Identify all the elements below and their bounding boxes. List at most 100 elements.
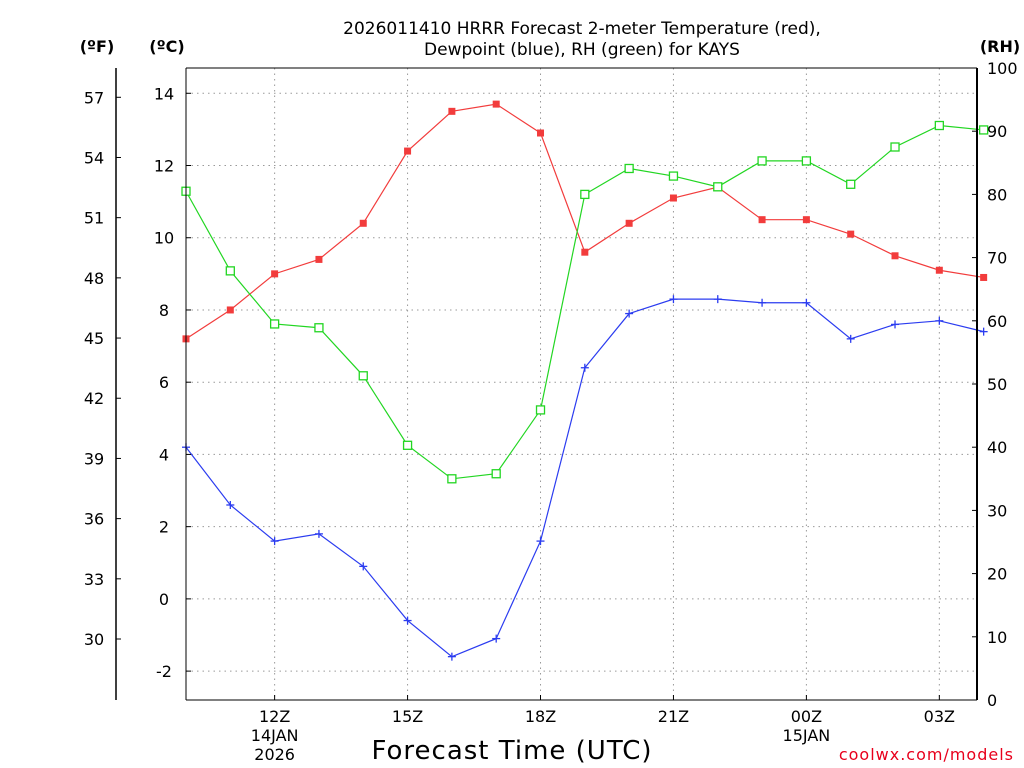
dewpoint-point — [536, 537, 545, 546]
fahrenheit-tick-label: 51 — [84, 209, 104, 228]
temperature-point — [891, 252, 899, 260]
dewpoint-point — [802, 298, 811, 307]
temperature-point — [315, 255, 323, 263]
rh-point — [978, 125, 989, 135]
dewpoint-point — [359, 562, 368, 571]
fahrenheit-tick-label: 36 — [84, 510, 104, 529]
rh-point — [846, 179, 856, 189]
dewpoint-point — [403, 616, 412, 625]
rh-point — [491, 469, 501, 479]
celsius-tick-label: 10 — [154, 229, 174, 248]
axes: -2 0 2 4 6 8 10 12 14 30 33 36 39 42 45 48 51 54 57 0 10 20 30… — [84, 59, 1018, 764]
x-tick-label: 03Z — [924, 707, 955, 726]
celsius-tick-label: 2 — [159, 518, 169, 537]
dewpoint-point — [713, 295, 722, 304]
celsius-tick-label: 0 — [159, 590, 169, 609]
temperature-point — [271, 270, 279, 278]
rh-point — [314, 323, 324, 333]
unit-label-celsius: (ºC) — [149, 37, 184, 56]
x-tick-label: 18Z — [525, 707, 556, 726]
temperature-point — [226, 306, 234, 314]
chart-title-line-1: 2026011410 HRRR Forecast 2-meter Tempera… — [343, 19, 821, 39]
fahrenheit-tick-label: 30 — [84, 630, 104, 649]
temperature-point — [669, 194, 677, 202]
rh-tick-label: 10 — [987, 628, 1007, 647]
fahrenheit-tick-label: 42 — [84, 389, 104, 408]
temperature-point — [404, 147, 412, 155]
rh-tick-label: 50 — [987, 375, 1007, 394]
temperature-point — [448, 107, 456, 115]
dewpoint-point — [580, 363, 589, 372]
dewpoint-point — [625, 309, 634, 318]
dewpoint-point — [314, 529, 323, 538]
dewpoint-point — [226, 500, 235, 509]
x-tick-label: 21Z — [658, 707, 689, 726]
temperature-point — [359, 219, 367, 227]
gridlines — [186, 68, 977, 700]
temperature-point — [492, 100, 500, 108]
rh-tick-label: 20 — [987, 565, 1007, 584]
dewpoint-point — [492, 634, 501, 643]
fahrenheit-tick-label: 48 — [84, 269, 104, 288]
rh-point — [668, 171, 679, 181]
dewpoint-point — [270, 537, 279, 546]
fahrenheit-tick-label: 45 — [84, 329, 104, 348]
rh-tick-label: 70 — [987, 249, 1007, 268]
fahrenheit-tick-label: 57 — [84, 88, 104, 107]
celsius-tick-label: 12 — [154, 157, 174, 176]
fahrenheit-tick-label: 33 — [84, 570, 104, 589]
rh-point — [358, 371, 368, 381]
unit-label-rh: (RH) — [980, 37, 1020, 56]
rh-tick-label: 80 — [987, 185, 1007, 204]
rh-tick-label: 30 — [987, 501, 1007, 520]
rh-point — [225, 266, 235, 276]
rh-point — [447, 474, 457, 484]
rh-tick-label: 100 — [987, 59, 1018, 78]
dewpoint-point — [669, 295, 678, 304]
x-tick-date-label: 14JAN — [251, 726, 299, 745]
chart-title-line-2: Dewpoint (blue), RH (green) for KAYS — [424, 40, 740, 60]
rh-tick-label: 0 — [987, 691, 997, 710]
dewpoint-point — [891, 320, 900, 329]
rh-point — [934, 120, 944, 131]
dewpoint-point — [846, 334, 855, 343]
rh-point — [713, 182, 723, 192]
temperature-point — [537, 129, 545, 137]
rh-point — [757, 156, 767, 166]
celsius-tick-label: -2 — [156, 662, 172, 681]
rh-point — [624, 163, 634, 174]
x-tick-year-label: 2026 — [254, 745, 295, 764]
rh-point — [801, 156, 812, 166]
rh-point — [269, 319, 280, 329]
temperature-line — [185, 103, 984, 340]
rh-point — [535, 405, 546, 415]
dewpoint-point — [935, 316, 944, 325]
rh-tick-label: 90 — [987, 122, 1007, 141]
celsius-tick-label: 6 — [159, 373, 169, 392]
temperature-point — [935, 266, 943, 274]
celsius-tick-label: 8 — [159, 301, 169, 320]
temperature-point — [581, 248, 589, 256]
fahrenheit-tick-label: 39 — [84, 449, 104, 468]
data-series — [181, 100, 989, 661]
unit-label-fahrenheit: (ºF) — [80, 37, 115, 56]
x-tick-label: 15Z — [392, 707, 423, 726]
dewpoint-line — [185, 298, 984, 658]
fahrenheit-tick-label: 54 — [84, 148, 104, 167]
temperature-point — [625, 219, 633, 227]
rh-tick-label: 40 — [987, 438, 1007, 457]
x-tick-date-label: 15JAN — [783, 726, 831, 745]
rh-point — [580, 189, 590, 200]
dewpoint-point — [979, 327, 988, 336]
x-tick-label: 00Z — [791, 707, 822, 726]
temperature-point — [802, 216, 810, 224]
dewpoint-point — [758, 298, 767, 307]
x-axis-label: Forecast Time (UTC) — [371, 736, 652, 766]
rh-point — [890, 142, 900, 152]
source-credit: coolwx.com/models — [839, 745, 1014, 764]
dewpoint-point — [447, 652, 456, 661]
rh-line — [185, 124, 984, 480]
x-tick-label: 12Z — [259, 707, 290, 726]
temperature-point — [758, 216, 766, 224]
